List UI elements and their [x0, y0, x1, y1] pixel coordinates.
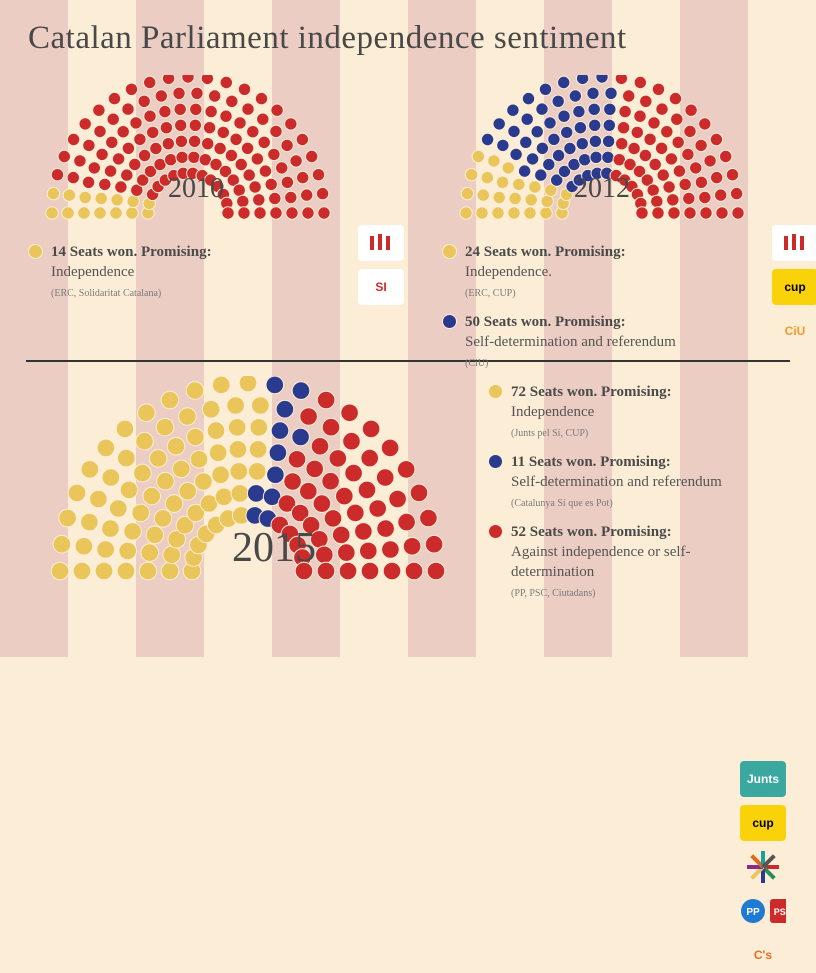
party-logo: C's [740, 937, 786, 973]
panel-2012: 2012 24 Seats won. Promising: Independen… [442, 75, 816, 382]
logos-2010: SI [358, 225, 404, 305]
legend-dot-icon [488, 384, 503, 399]
legend-dot-icon [442, 314, 457, 329]
party-logo [740, 849, 786, 885]
legend-dot-icon [28, 244, 43, 259]
legend-row: 50 Seats won. Promising: Self-determinat… [442, 312, 816, 372]
year-label-2010: 2010 [168, 173, 224, 205]
legend-text: 24 Seats won. Promising: Independence. (… [465, 242, 626, 302]
legend-text: 72 Seats won. Promising: Independence (J… [511, 382, 672, 442]
legend-row: 11 Seats won. Promising: Self-determinat… [488, 452, 768, 512]
legend-text: 14 Seats won. Promising: Independence (E… [51, 242, 212, 302]
legend-dot-icon [442, 244, 457, 259]
panel-2010: 2010 14 Seats won. Promising: Independen… [28, 75, 402, 382]
legend-2012: 24 Seats won. Promising: Independence. (… [442, 242, 816, 372]
legend-dot-icon [488, 454, 503, 469]
panel-2015: 2015 [28, 376, 468, 612]
svg-text:PSC: PSC [774, 907, 786, 917]
legend-row: 52 Seats won. Promising: Against indepen… [488, 522, 768, 602]
year-label-2015: 2015 [232, 524, 316, 572]
legend-text: 52 Seats won. Promising: Against indepen… [511, 522, 768, 602]
page-title: Catalan Parliament independence sentimen… [28, 20, 816, 57]
legend-2015: 72 Seats won. Promising: Independence (J… [488, 382, 768, 612]
party-logo: PP PSC [740, 893, 786, 929]
legend-row: 72 Seats won. Promising: Independence (J… [488, 382, 768, 442]
svg-text:PP: PP [746, 907, 760, 918]
party-logo: SI [358, 269, 404, 305]
logos-2012: cup CiU [772, 225, 816, 349]
legend-row: 14 Seats won. Promising: Independence (E… [28, 242, 402, 302]
logos-2015: Junts cup PP PSC C's [740, 761, 786, 973]
party-logo [358, 225, 404, 261]
legend-text: 11 Seats won. Promising: Self-determinat… [511, 452, 722, 512]
legend-text: 50 Seats won. Promising: Self-determinat… [465, 312, 676, 372]
year-label-2012: 2012 [574, 173, 630, 205]
party-logo: cup [772, 269, 816, 305]
legend-dot-icon [488, 524, 503, 539]
legend-2010: 14 Seats won. Promising: Independence (E… [28, 242, 402, 302]
legend-row: 24 Seats won. Promising: Independence. (… [442, 242, 816, 302]
party-logo: CiU [772, 313, 816, 349]
party-logo: Junts [740, 761, 786, 797]
party-logo: cup [740, 805, 786, 841]
party-logo [772, 225, 816, 261]
